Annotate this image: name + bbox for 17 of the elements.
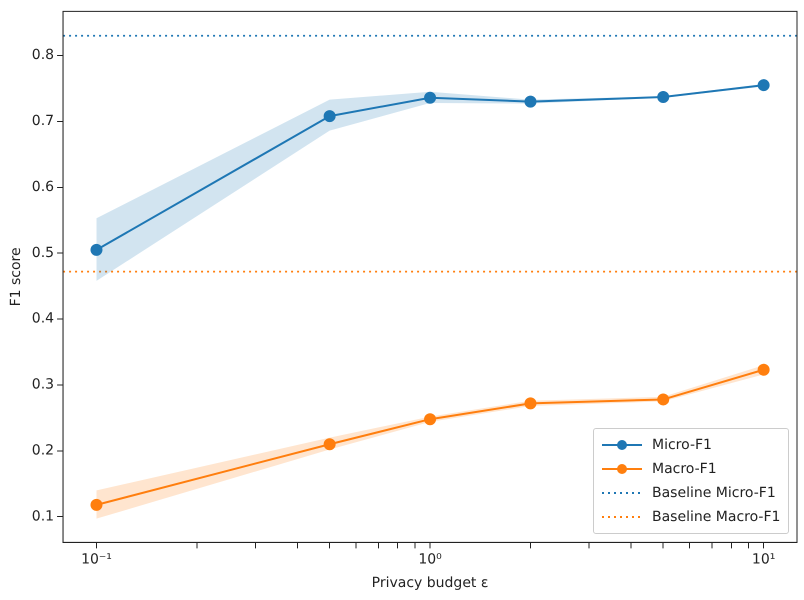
y-tick-label: 0.8 [32,47,54,64]
x-axis-title: Privacy budget ε [372,575,488,592]
y-tick-label: 0.2 [32,442,54,458]
y-tick-label: 0.5 [32,244,54,261]
x-tick-label: 10⁰ [418,551,442,568]
y-axis-title: F1 score [8,247,24,306]
y-tick-label: 0.3 [32,376,54,393]
y-tick-label: 0.1 [32,508,54,524]
x-tick-label: 10¹ [752,551,776,568]
legend-label: Macro-F1 [652,461,717,478]
legend-label: Baseline Micro-F1 [652,485,776,502]
legend-label: Baseline Macro-F1 [652,509,780,526]
y-tick-label: 0.4 [32,310,54,327]
x-tick-label: 10⁻¹ [81,551,112,568]
y-tick-label: 0.6 [32,178,54,195]
y-tick-label: 0.7 [32,113,54,130]
legend-label: Micro-F1 [652,437,712,454]
